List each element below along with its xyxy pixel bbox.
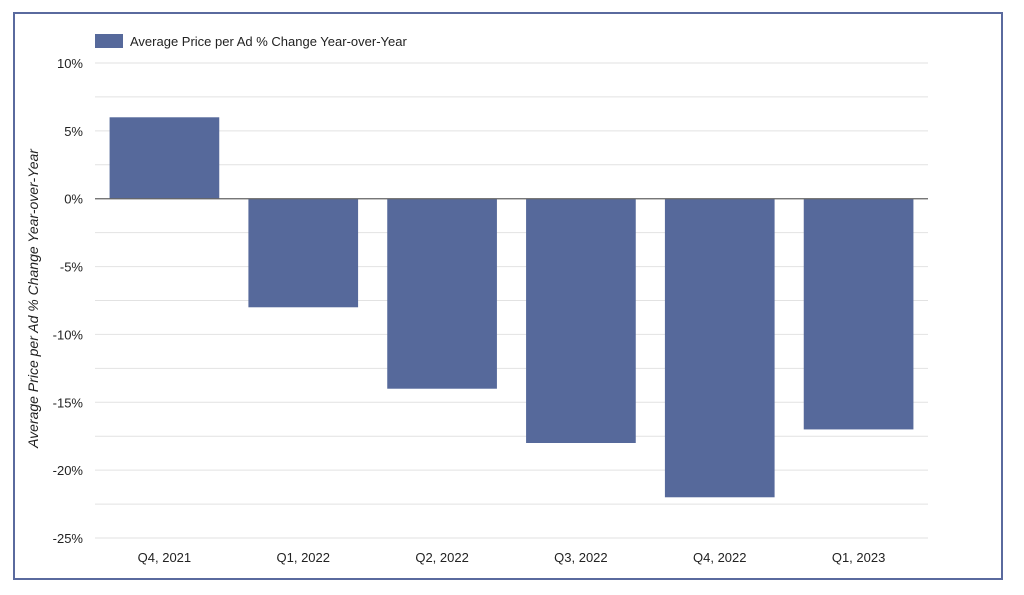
- bar: [664, 198, 775, 498]
- bars: [109, 117, 914, 498]
- legend: Average Price per Ad % Change Year-over-…: [95, 34, 407, 49]
- y-tick-label: 0%: [64, 192, 83, 207]
- x-tick-label: Q1, 2022: [277, 550, 331, 565]
- legend-swatch: [95, 34, 123, 48]
- y-tick-label: -15%: [53, 395, 84, 410]
- x-tick-label: Q4, 2021: [138, 550, 192, 565]
- x-tick-label: Q2, 2022: [415, 550, 469, 565]
- x-tick-label: Q3, 2022: [554, 550, 608, 565]
- y-tick-label: 10%: [57, 56, 83, 71]
- grid-lines: [95, 62, 928, 539]
- bar: [109, 117, 220, 199]
- y-axis-title: Average Price per Ad % Change Year-over-…: [25, 148, 41, 449]
- y-tick-label: -20%: [53, 463, 84, 478]
- legend-label: Average Price per Ad % Change Year-over-…: [130, 34, 407, 49]
- y-tick-label: -10%: [53, 327, 84, 342]
- bar: [387, 198, 497, 389]
- x-axis-ticks: Q4, 2021 Q1, 2022 Q2, 2022 Q3, 2022 Q4, 2022…: [138, 550, 886, 565]
- bar: [803, 198, 914, 430]
- x-tick-label: Q4, 2022: [693, 550, 747, 565]
- y-tick-label: -5%: [60, 260, 84, 275]
- x-tick-label: Q1, 2023: [832, 550, 886, 565]
- y-tick-label: -25%: [53, 531, 84, 546]
- bar: [526, 198, 636, 443]
- y-axis-ticks: 10% 5% 0% -5% -10% -15% -20% -25%: [53, 56, 84, 546]
- y-tick-label: 5%: [64, 124, 83, 139]
- bar: [248, 198, 359, 308]
